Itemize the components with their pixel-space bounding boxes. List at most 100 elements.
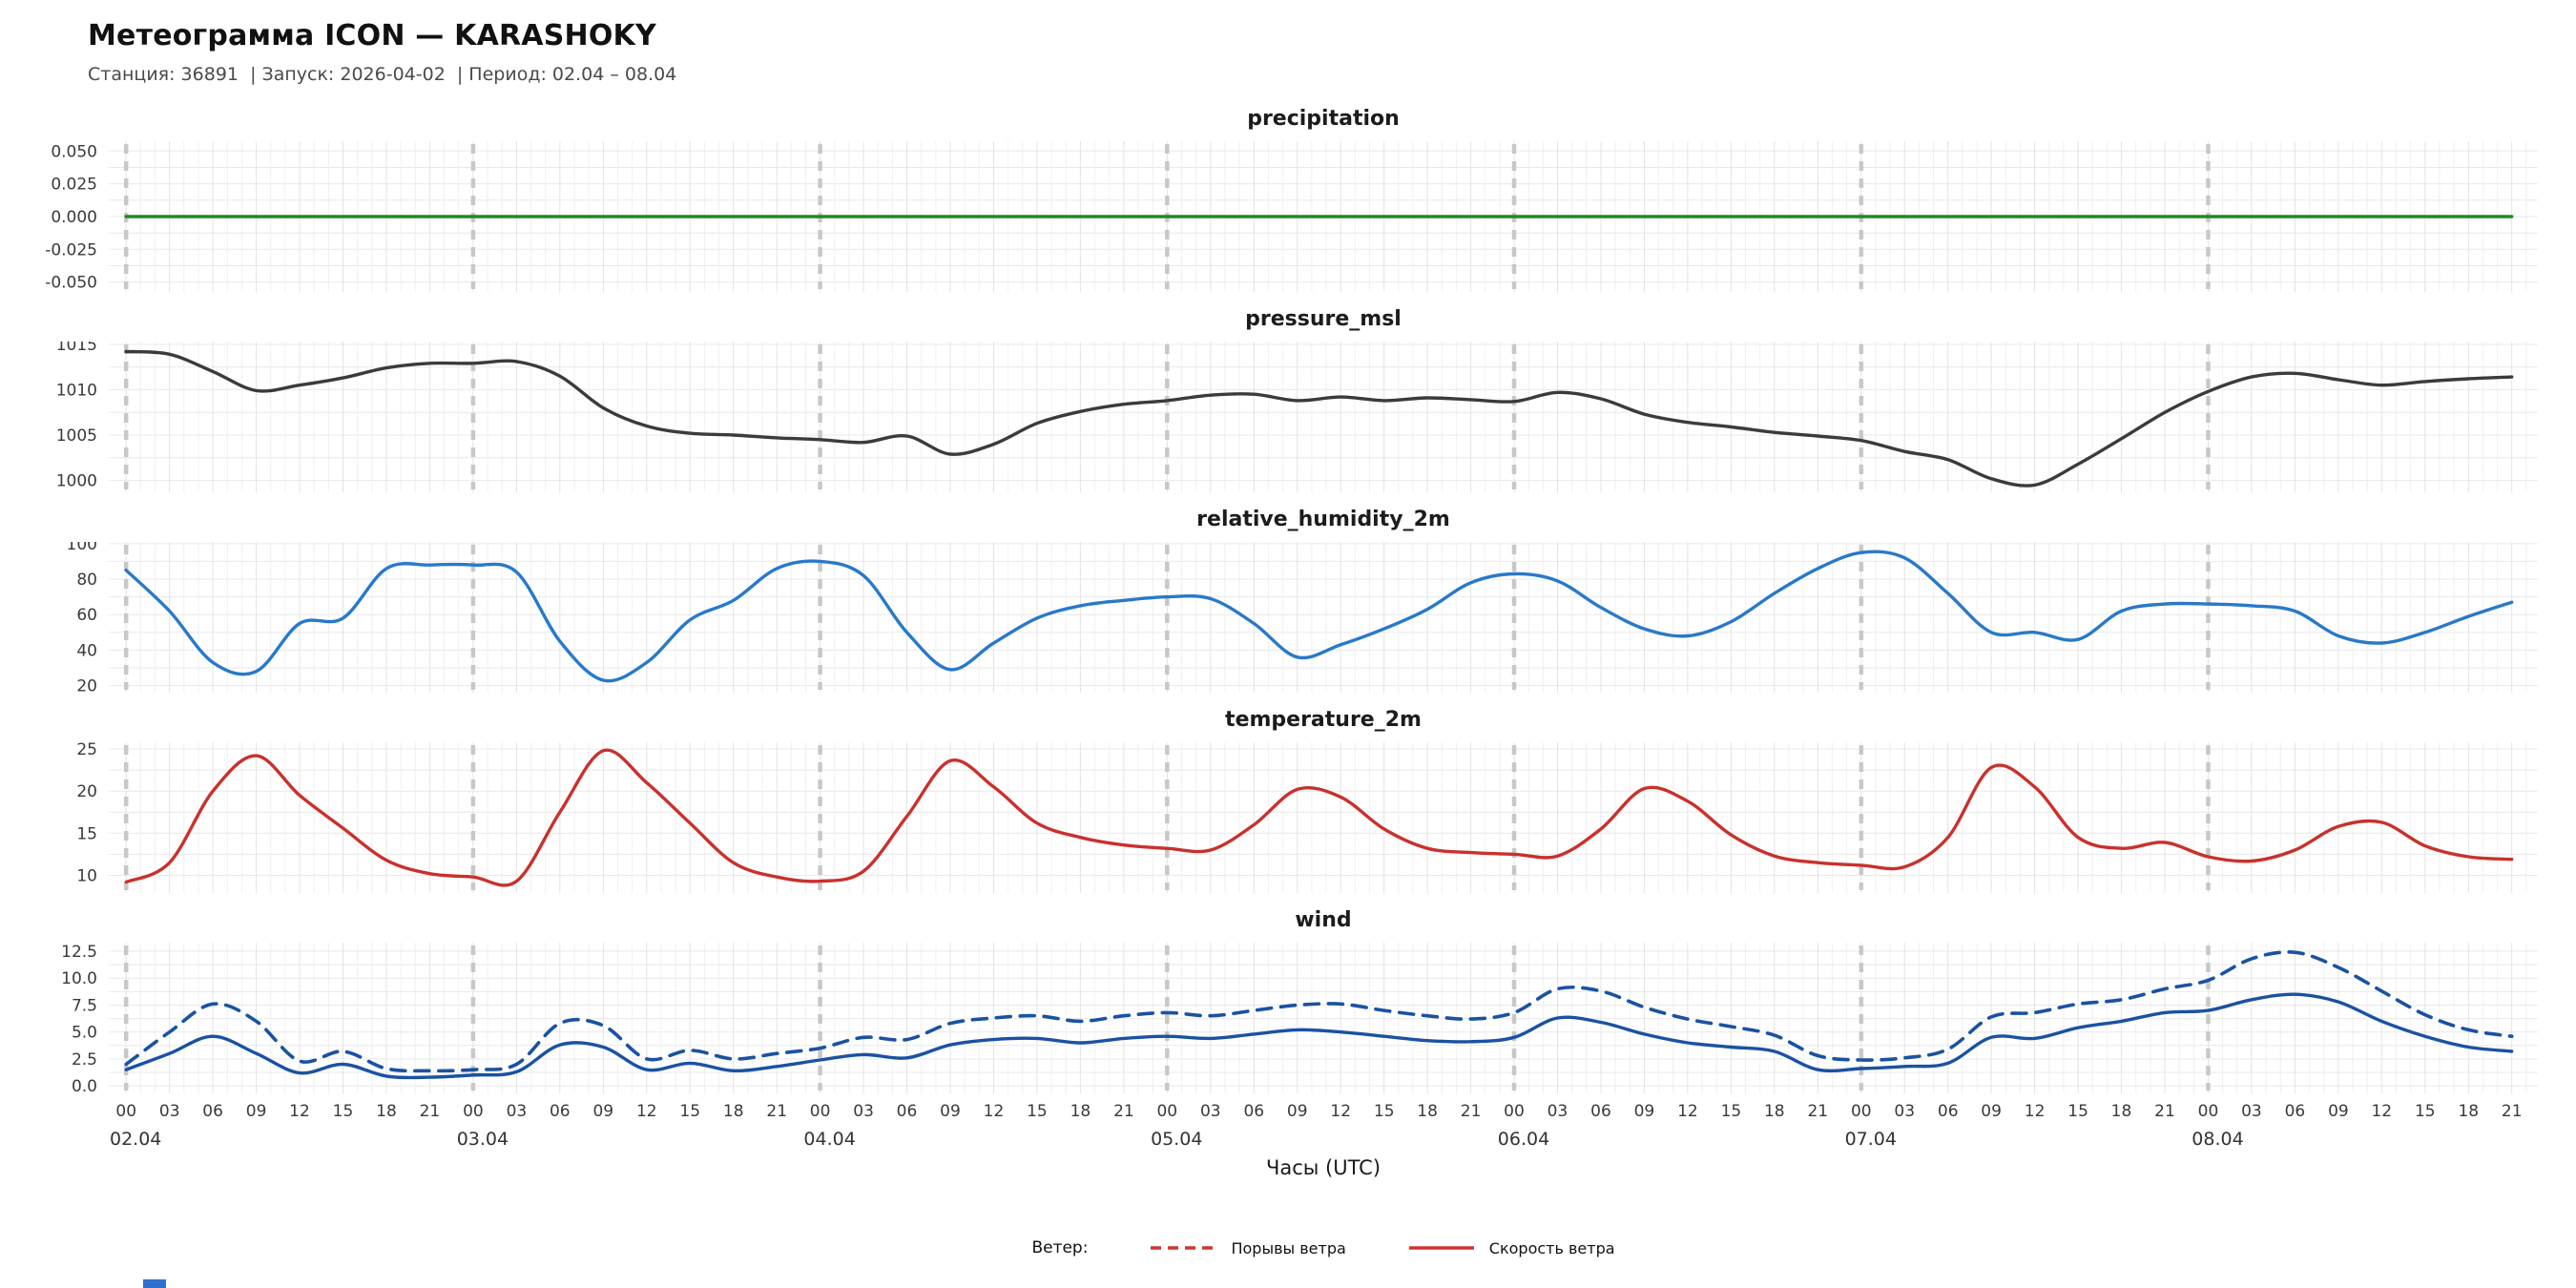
x-axis-title: Часы (UTC) [1265, 1156, 1381, 1179]
x-axis: 00 03 06 09 12 15 18 21 00 03 06 09 12 15 18 21 00 03 06 09… [110, 1102, 2523, 1150]
svg-text:5.0: 5.0 [72, 1024, 97, 1043]
svg-text:1005: 1005 [56, 426, 97, 446]
svg-text:0.0: 0.0 [72, 1077, 97, 1093]
svg-text:80: 80 [76, 571, 97, 590]
svg-text:00: 00 [1156, 1102, 1177, 1121]
legend-item-speed: Скорость ветра [1407, 1239, 1615, 1257]
svg-text:12: 12 [1330, 1102, 1351, 1121]
svg-text:06: 06 [1938, 1102, 1959, 1121]
svg-text:03.04: 03.04 [457, 1129, 509, 1150]
svg-text:10.0: 10.0 [61, 969, 97, 988]
svg-text:03: 03 [1894, 1102, 1915, 1121]
svg-text:18: 18 [376, 1102, 397, 1121]
wind-legend: Ветер: Порывы ветра Скорость ветра [0, 1238, 2576, 1257]
svg-text:09: 09 [1287, 1102, 1308, 1121]
svg-text:0.050: 0.050 [51, 142, 97, 161]
svg-text:09: 09 [940, 1102, 961, 1121]
wind-panel: wind 12.5 10.0 7.5 5.0 2.5 0.0 [0, 893, 2576, 1093]
svg-text:09: 09 [1981, 1102, 2002, 1121]
humidity-panel: relative_humidity_2m 100 80 60 40 20 [0, 492, 2576, 693]
page-title: Метеограмма ICON — KARASHOKY [88, 19, 656, 52]
wind-chart: 12.5 10.0 7.5 5.0 2.5 0.0 [61, 943, 2538, 1093]
legend-speed-label: Скорость ветра [1488, 1238, 1615, 1257]
svg-text:15: 15 [679, 1102, 700, 1121]
svg-text:03: 03 [853, 1102, 874, 1121]
svg-text:15: 15 [76, 824, 97, 843]
svg-text:21: 21 [2154, 1102, 2175, 1121]
svg-text:15: 15 [2067, 1102, 2088, 1121]
legend-gusts-label: Порывы ветра [1231, 1238, 1346, 1257]
svg-text:12.5: 12.5 [61, 943, 97, 962]
svg-text:15: 15 [1374, 1102, 1395, 1121]
svg-text:20: 20 [76, 677, 97, 693]
svg-text:-0.050: -0.050 [45, 274, 97, 292]
svg-text:20: 20 [76, 782, 97, 801]
svg-text:0.025: 0.025 [51, 176, 97, 195]
svg-text:15: 15 [333, 1102, 354, 1121]
bottom-edge-artifact [143, 1279, 166, 1288]
svg-text:08.04: 08.04 [2192, 1129, 2243, 1150]
svg-text:03: 03 [507, 1102, 528, 1121]
svg-text:1015: 1015 [56, 342, 97, 355]
page-subtitle: Станция: 36891 | Запуск: 2026-04-02 | Пе… [88, 64, 677, 85]
humidity-chart: 100 80 60 40 20 [67, 542, 2538, 693]
temperature-panel: temperature_2m 25 20 15 10 [0, 693, 2576, 893]
svg-text:1000: 1000 [56, 472, 97, 491]
svg-text:21: 21 [2502, 1102, 2523, 1121]
svg-text:18: 18 [723, 1102, 744, 1121]
svg-text:21: 21 [420, 1102, 441, 1121]
svg-text:06: 06 [1243, 1102, 1264, 1121]
chart-title-temperature: temperature_2m [1225, 708, 1422, 732]
svg-text:21: 21 [1807, 1102, 1828, 1121]
svg-text:09: 09 [2328, 1102, 2349, 1121]
svg-text:00: 00 [463, 1102, 484, 1121]
svg-text:09: 09 [246, 1102, 267, 1121]
svg-text:03: 03 [1548, 1102, 1568, 1121]
svg-text:12: 12 [2371, 1102, 2392, 1121]
solid-line-icon [1408, 1246, 1474, 1250]
svg-text:15: 15 [1027, 1102, 1048, 1121]
svg-text:10: 10 [76, 867, 97, 886]
svg-text:07.04: 07.04 [1845, 1129, 1897, 1150]
svg-text:00: 00 [115, 1102, 136, 1121]
svg-text:12: 12 [984, 1102, 1005, 1121]
svg-text:00: 00 [1851, 1102, 1872, 1121]
precipitation-chart: 0.050 0.025 0.000 -0.025 -0.050 [45, 141, 2538, 292]
svg-text:00: 00 [810, 1102, 831, 1121]
svg-text:03: 03 [2241, 1102, 2262, 1121]
header: Метеограмма ICON — KARASHOKY Станция: 36… [0, 0, 2576, 92]
svg-text:21: 21 [1461, 1102, 1482, 1121]
svg-text:2.5: 2.5 [72, 1050, 97, 1070]
svg-text:12: 12 [636, 1102, 657, 1121]
svg-text:05.04: 05.04 [1151, 1129, 1202, 1150]
chart-title-humidity: relative_humidity_2m [1196, 508, 1450, 531]
svg-text:25: 25 [76, 742, 97, 759]
svg-text:7.5: 7.5 [72, 997, 97, 1016]
svg-text:0.000: 0.000 [51, 208, 97, 227]
temperature-chart: 25 20 15 10 [76, 742, 2538, 893]
svg-text:03: 03 [1200, 1102, 1221, 1121]
svg-text:03: 03 [159, 1102, 180, 1121]
svg-text:18: 18 [2458, 1102, 2479, 1121]
chart-title-wind: wind [1295, 908, 1352, 932]
legend-item-gusts: Порывы ветра [1149, 1238, 1346, 1257]
legend-title: Ветер: [1031, 1238, 1089, 1257]
svg-text:06: 06 [202, 1102, 223, 1121]
chart-title-pressure: pressure_msl [1245, 307, 1402, 331]
svg-text:06: 06 [2285, 1102, 2306, 1121]
svg-text:02.04: 02.04 [110, 1129, 161, 1150]
svg-text:18: 18 [1417, 1102, 1438, 1121]
svg-text:18: 18 [1070, 1102, 1091, 1121]
svg-text:06: 06 [550, 1102, 571, 1121]
precipitation-panel: precipitation 0.050 0.025 0.000 -0.025 -0.05… [0, 92, 2576, 292]
pressure-panel: pressure_msl 1015 1010 1005 1000 [0, 292, 2576, 492]
svg-text:09: 09 [592, 1102, 613, 1121]
svg-text:18: 18 [2111, 1102, 2132, 1121]
svg-text:21: 21 [766, 1102, 787, 1121]
svg-text:06.04: 06.04 [1498, 1129, 1549, 1150]
pressure-chart: 1015 1010 1005 1000 [56, 342, 2538, 492]
svg-text:40: 40 [76, 641, 97, 660]
svg-text:00: 00 [1504, 1102, 1525, 1121]
svg-text:06: 06 [897, 1102, 918, 1121]
